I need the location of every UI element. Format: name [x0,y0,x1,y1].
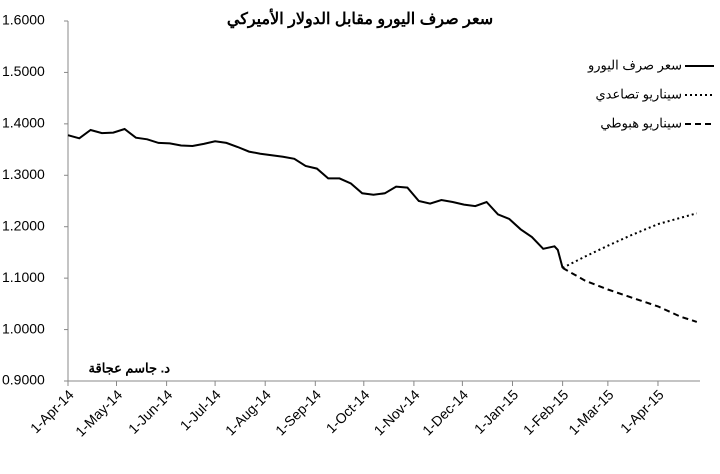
y-tick-label: 1.5000 [2,63,45,79]
series-line [562,212,698,269]
y-tick-label: 1.4000 [2,115,45,131]
series-line [562,267,698,323]
y-tick-label: 1.3000 [2,166,45,182]
legend-label: سيناريو تصاعدي [595,86,682,102]
y-tick-label: 1.0000 [2,320,45,336]
series-line [67,127,564,269]
x-tick-label: 1-Apr-14 [27,386,77,436]
x-tick-label: 1-Dec-14 [419,386,471,438]
chart-title: سعر صرف اليورو مقابل الدولار الأميركي [227,8,493,29]
x-tick-label: 1-Feb-15 [520,386,572,438]
x-tick-label: 1-Oct-14 [323,386,373,436]
x-tick-label: 1-Mar-15 [565,386,617,438]
y-tick-label: 1.2000 [2,217,45,233]
x-tick-label: 1-May-14 [72,386,125,439]
x-tick-label: 1-Jan-15 [471,386,522,437]
legend-label: سعر صرف اليورو [587,57,682,73]
y-tick-label: 0.9000 [2,372,45,388]
y-tick-label: 1.6000 [2,12,45,28]
x-tick-label: 1-Jul-14 [177,386,224,433]
x-tick-label: 1-Sep-14 [272,386,324,438]
x-tick-label: 1-Apr-15 [617,386,667,436]
annotation: د. جاسم عجاقة [89,360,171,376]
y-tick-label: 1.1000 [2,269,45,285]
x-tick-label: 1-Aug-14 [222,386,274,438]
legend-label: سيناريو هبوطي [600,115,682,131]
x-tick-label: 1-Nov-14 [371,386,423,438]
x-tick-label: 1-Jun-14 [125,386,176,437]
